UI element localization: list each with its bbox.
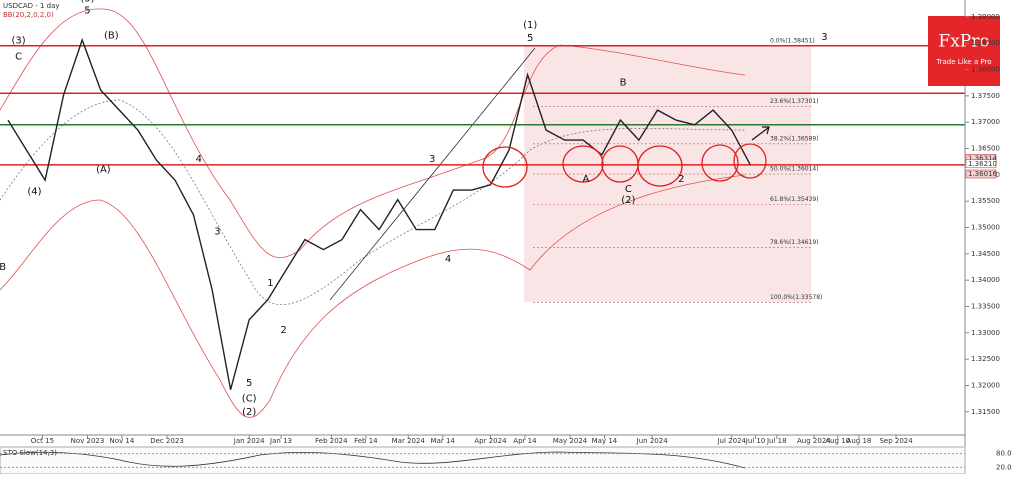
subtitle: BB(20,2,0,2,0) <box>3 11 54 19</box>
x-tick-label: Oct 15 <box>31 437 54 445</box>
wave-label: 2 <box>280 325 286 336</box>
circle <box>701 144 739 182</box>
wave-label: 1 <box>267 278 273 289</box>
fib-label: 100.0%(1.33578) <box>770 294 822 301</box>
x-tick-label: Dec 2023 <box>150 437 184 445</box>
x-tick-label: May 14 <box>592 437 618 445</box>
wave-label: 3 <box>429 154 435 165</box>
x-tick-label: Mar 14 <box>431 437 456 445</box>
price-box <box>965 169 997 179</box>
x-tick-label: Aug 2024 <box>797 437 831 445</box>
indicator-name: STO Slow(14,3) <box>3 449 57 457</box>
y-tick-label: 1.38500 <box>971 39 1000 47</box>
y-tick-label: 1.32500 <box>971 355 1000 363</box>
x-tick-label: Feb 2024 <box>315 437 348 445</box>
wave-label: 4 <box>196 154 202 165</box>
x-tick-label: Apr 2024 <box>474 437 507 445</box>
logo-tagline: Trade Like a Pro <box>935 58 991 66</box>
y-tick-label: 1.33500 <box>971 303 1000 311</box>
stoch-level-label: 20.0 <box>996 463 1012 471</box>
wave-label: 5 <box>84 6 90 17</box>
wave-label: A <box>582 174 589 185</box>
y-tick-label: 1.35000 <box>971 224 1000 232</box>
wave-label: (B) <box>104 30 119 41</box>
wave-label: C <box>625 184 632 195</box>
y-tick-label: 1.31500 <box>971 408 1000 416</box>
y-tick-label: 1.34000 <box>971 276 1000 284</box>
circle <box>637 145 683 187</box>
y-tick-label: 1.34500 <box>971 250 1000 258</box>
circles <box>482 143 767 188</box>
x-tick-label: Apr 14 <box>513 437 537 445</box>
circle <box>733 143 767 179</box>
wave-label: 2 <box>678 174 684 185</box>
wave-label: (2) <box>242 407 256 418</box>
wave-label: 5 <box>527 33 533 44</box>
y-tick-label: 1.37000 <box>971 118 1000 126</box>
x-tick-label: May 2024 <box>553 437 588 445</box>
wave-label: B <box>620 78 627 89</box>
x-tick-label: Nov 14 <box>110 437 135 445</box>
x-tick-label: Mar 2024 <box>392 437 426 445</box>
price-label: 1.36210 <box>968 160 997 168</box>
title: USDCAD - 1 day <box>3 2 60 10</box>
stoch-level-label: 80.0 <box>996 450 1012 458</box>
x-tick-label: Jul 10 <box>745 437 766 445</box>
y-tick-label: 1.32000 <box>971 381 1000 389</box>
y-tick-label: 1.36500 <box>971 145 1000 153</box>
y-tick-label: 1.33000 <box>971 329 1000 337</box>
fib-label: 23.6%(1.37301) <box>770 98 819 105</box>
x-tick-label: Jul 2024 <box>716 437 746 445</box>
wave-label: 4 <box>445 254 451 265</box>
logo-brand: FxPro <box>938 32 989 52</box>
fib-label: 0.0%(1.38451) <box>770 37 815 44</box>
y-tick-label: 1.38000 <box>971 66 1000 74</box>
wave-label: 3 <box>821 32 827 43</box>
x-tick-label: Jul 18 <box>766 437 787 445</box>
wave-label: 3 <box>214 227 220 238</box>
wave-label: (5) <box>80 0 94 4</box>
arrow <box>751 126 770 141</box>
price-label: 1.36314 <box>968 154 997 162</box>
y-tick-label: 1.39000 <box>971 13 1000 21</box>
bollinger-lower <box>0 174 746 418</box>
wave-label: (2) <box>621 195 635 206</box>
fib-zone <box>524 45 811 302</box>
x-tick-label: Aug 10 <box>825 437 850 445</box>
stoch-line <box>0 451 746 469</box>
fib-label: 78.6%(1.34619) <box>770 239 819 246</box>
x-tick-label: Jun 2024 <box>636 437 669 445</box>
fib-label: 38.2%(1.36589) <box>770 135 819 142</box>
fib-label: 50.0%(1.36014) <box>770 166 819 173</box>
y-tick-label: 1.37500 <box>971 92 1000 100</box>
wave-label: (3) <box>11 36 25 47</box>
x-tick-label: Nov 2023 <box>71 437 105 445</box>
wave-label: (1) <box>523 20 537 31</box>
y-tick-label: 1.35500 <box>971 197 1000 205</box>
stoch-panel <box>0 446 966 475</box>
wave-label: (4) <box>27 187 41 198</box>
wave-label: B <box>0 262 6 273</box>
wave-label: 5 <box>246 378 252 389</box>
logo <box>928 16 1000 86</box>
price-line <box>7 37 751 390</box>
price-box <box>965 159 997 169</box>
x-tick-label: Jan 13 <box>269 437 292 445</box>
bollinger-upper <box>0 8 746 259</box>
wave-label: C <box>15 51 22 62</box>
circle <box>482 146 528 188</box>
x-tick-label: Sep 2024 <box>879 437 913 445</box>
circle <box>562 145 604 183</box>
fib-label: 61.8%(1.35439) <box>770 196 819 203</box>
wave-label: (C) <box>242 394 257 405</box>
x-tick-label: Aug 18 <box>847 437 872 445</box>
price-label: 1.36016 <box>968 170 997 178</box>
wave-label: (A) <box>96 165 111 176</box>
trend-line <box>329 47 536 301</box>
x-tick-label: Jan 2024 <box>233 437 265 445</box>
x-tick-label: Feb 14 <box>354 437 378 445</box>
